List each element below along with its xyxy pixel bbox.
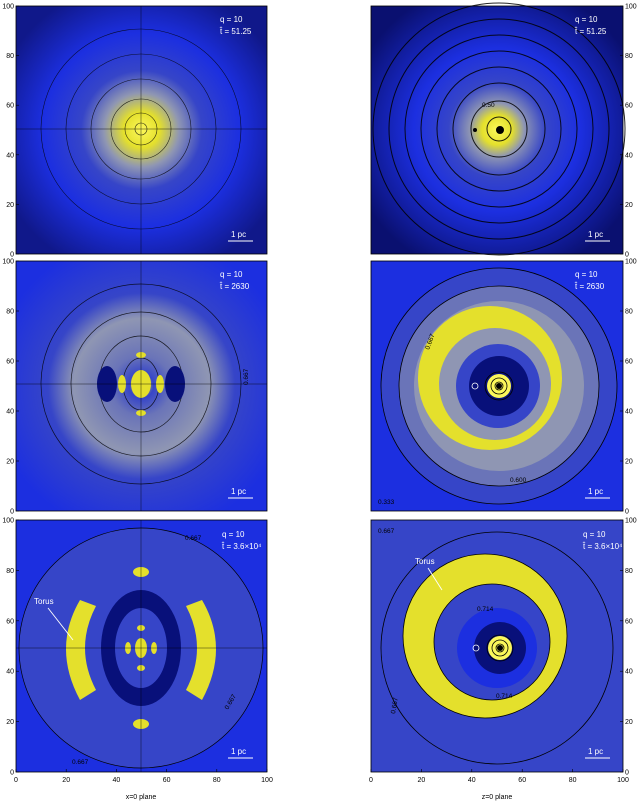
y-tick-label-p1: 0 (10, 252, 14, 259)
panel-6: q = 10 t̂ = 3.6×10⁴ Torus 0.667 0.714 0.… (370, 519, 624, 773)
y-tick-label-p3: 100 (2, 259, 14, 266)
y-tick-label-p1: 40 (6, 152, 14, 159)
y-tick-label-p2: 80 (625, 53, 633, 60)
y-tick-label-p6: 0 (625, 770, 629, 777)
x-tick-label-p5: 40 (113, 777, 121, 784)
y-tick-label-p4: 40 (625, 409, 633, 416)
x-tick-label-p5: 60 (163, 777, 171, 784)
x-tick-label-p5: 100 (261, 777, 273, 784)
y-tick-label-p2: 100 (625, 4, 637, 11)
x-tick-label-p6: 100 (617, 777, 629, 784)
axis-ticks: 0204060801000204060801000204060801000204… (2, 4, 636, 785)
x-tick-label-p6: 40 (468, 777, 476, 784)
panel-1-t-label: t̂ = 51.25 (219, 27, 252, 36)
x-tick-label-p5: 20 (62, 777, 70, 784)
x-label-left: x=0 plane (126, 794, 157, 801)
y-tick-label-p6: 20 (625, 719, 633, 726)
panel-4-q-label: q = 10 (575, 270, 598, 279)
panel-5-q-label: q = 10 (222, 530, 245, 539)
panel-6-q-label: q = 10 (583, 530, 606, 539)
y-tick-label-p3: 20 (6, 459, 14, 466)
y-tick-label-p2: 0 (625, 252, 629, 259)
y-tick-label-p5: 100 (2, 518, 14, 525)
panel-3-t-label: t̂ = 2630 (219, 282, 250, 291)
y-tick-label-p6: 80 (625, 568, 633, 575)
panel-3-scale-label: 1 pc (231, 487, 246, 496)
x-tick-label-p6: 80 (569, 777, 577, 784)
y-tick-label-p1: 100 (2, 4, 14, 11)
panel-6-contour-label-2: 0.714 (477, 606, 494, 613)
x-tick-label-p5: 80 (213, 777, 221, 784)
panel-2-scale-label: 1 pc (588, 230, 603, 239)
y-tick-label-p5: 0 (10, 770, 14, 777)
y-tick-label-p5: 20 (6, 719, 14, 726)
panel-6-torus-arrow (427, 567, 443, 591)
y-tick-label-p5: 40 (6, 669, 14, 676)
panel-3-q-label: q = 10 (220, 270, 243, 279)
panel-6-contour-label-3: 0.714 (496, 693, 513, 700)
panel-6-contour-label-4: 0.667 (390, 697, 400, 715)
y-tick-label-p2: 60 (625, 103, 633, 110)
y-tick-label-p3: 40 (6, 409, 14, 416)
y-tick-label-p5: 80 (6, 568, 14, 575)
y-tick-label-p6: 60 (625, 618, 633, 625)
y-tick-label-p2: 40 (625, 152, 633, 159)
panel-4-t-label: t̂ = 2630 (574, 282, 605, 291)
y-tick-label-p1: 20 (6, 202, 14, 209)
panel-2-contours (372, 2, 626, 256)
panel-5-torus (66, 567, 216, 729)
y-tick-label-p4: 60 (625, 359, 633, 366)
x-tick-label-p6: 20 (418, 777, 426, 784)
panel-1-scale-label: 1 pc (231, 230, 246, 239)
y-tick-label-p1: 60 (6, 103, 14, 110)
panel-5-contour-label-1: 0.667 (185, 535, 202, 542)
panel-2-core (496, 126, 504, 134)
y-tick-label-p3: 80 (6, 309, 14, 316)
panel-3: q = 10 t̂ = 2630 0.667 1 pc (15, 260, 268, 512)
panel-6-t-label: t̂ = 3.6×10⁴ (582, 542, 623, 551)
y-tick-label-p1: 80 (6, 53, 14, 60)
panel-6-scale-label: 1 pc (588, 747, 603, 756)
panel-4-scale-label: 1 pc (588, 487, 603, 496)
panel-6-contour-label-1: 0.667 (378, 528, 395, 535)
panel-3-contour-label: 0.667 (243, 368, 250, 385)
y-tick-label-p6: 40 (625, 669, 633, 676)
y-tick-label-p4: 0 (625, 509, 629, 516)
panel-5-scale-label: 1 pc (231, 747, 246, 756)
y-tick-label-p4: 20 (625, 459, 633, 466)
panel-5-t-label: t̂ = 3.6×10⁴ (221, 542, 262, 551)
panel-2: q = 10 t̂ = 51.25 0.50 1 pc (370, 2, 626, 256)
panel-4-contour-label-3: 0.333 (378, 499, 395, 506)
y-tick-label-p3: 60 (6, 359, 14, 366)
panel-1-q-label: q = 10 (220, 15, 243, 24)
x-tick-label-p6: 60 (518, 777, 526, 784)
panel-1-plot (16, 6, 267, 254)
panel-5-torus-arrow (47, 607, 74, 641)
y-tick-label-p5: 60 (6, 618, 14, 625)
panel-2-secondary-core (473, 128, 477, 132)
y-tick-label-p6: 100 (625, 518, 637, 525)
y-tick-label-p4: 80 (625, 309, 633, 316)
panel-6-torus-label: Torus (415, 557, 435, 566)
x-tick-label-p5: 0 (14, 777, 18, 784)
panel-4-contour-label-2: 0.600 (510, 477, 527, 484)
panel-1: q = 10 t̂ = 51.25 1 pc (15, 5, 268, 255)
panel-2-q-label: q = 10 (575, 15, 598, 24)
panel-5-torus-label: Torus (34, 597, 54, 606)
x-tick-label-p6: 0 (369, 777, 373, 784)
y-tick-label-p2: 20 (625, 202, 633, 209)
panel-2-contour-label: 0.50 (482, 102, 495, 109)
x-label-right: z=0 plane (482, 794, 513, 801)
panel-5: q = 10 t̂ = 3.6×10⁴ Torus 0.667 0.667 0.… (15, 519, 268, 773)
panel-5-contour-label-2: 0.667 (72, 759, 89, 766)
panel-2-t-label: t̂ = 51.25 (574, 27, 607, 36)
y-tick-label-p3: 0 (10, 509, 14, 516)
panel-4: q = 10 t̂ = 2630 0.667 0.600 0.333 1 pc (370, 260, 624, 512)
y-tick-label-p4: 100 (625, 259, 637, 266)
